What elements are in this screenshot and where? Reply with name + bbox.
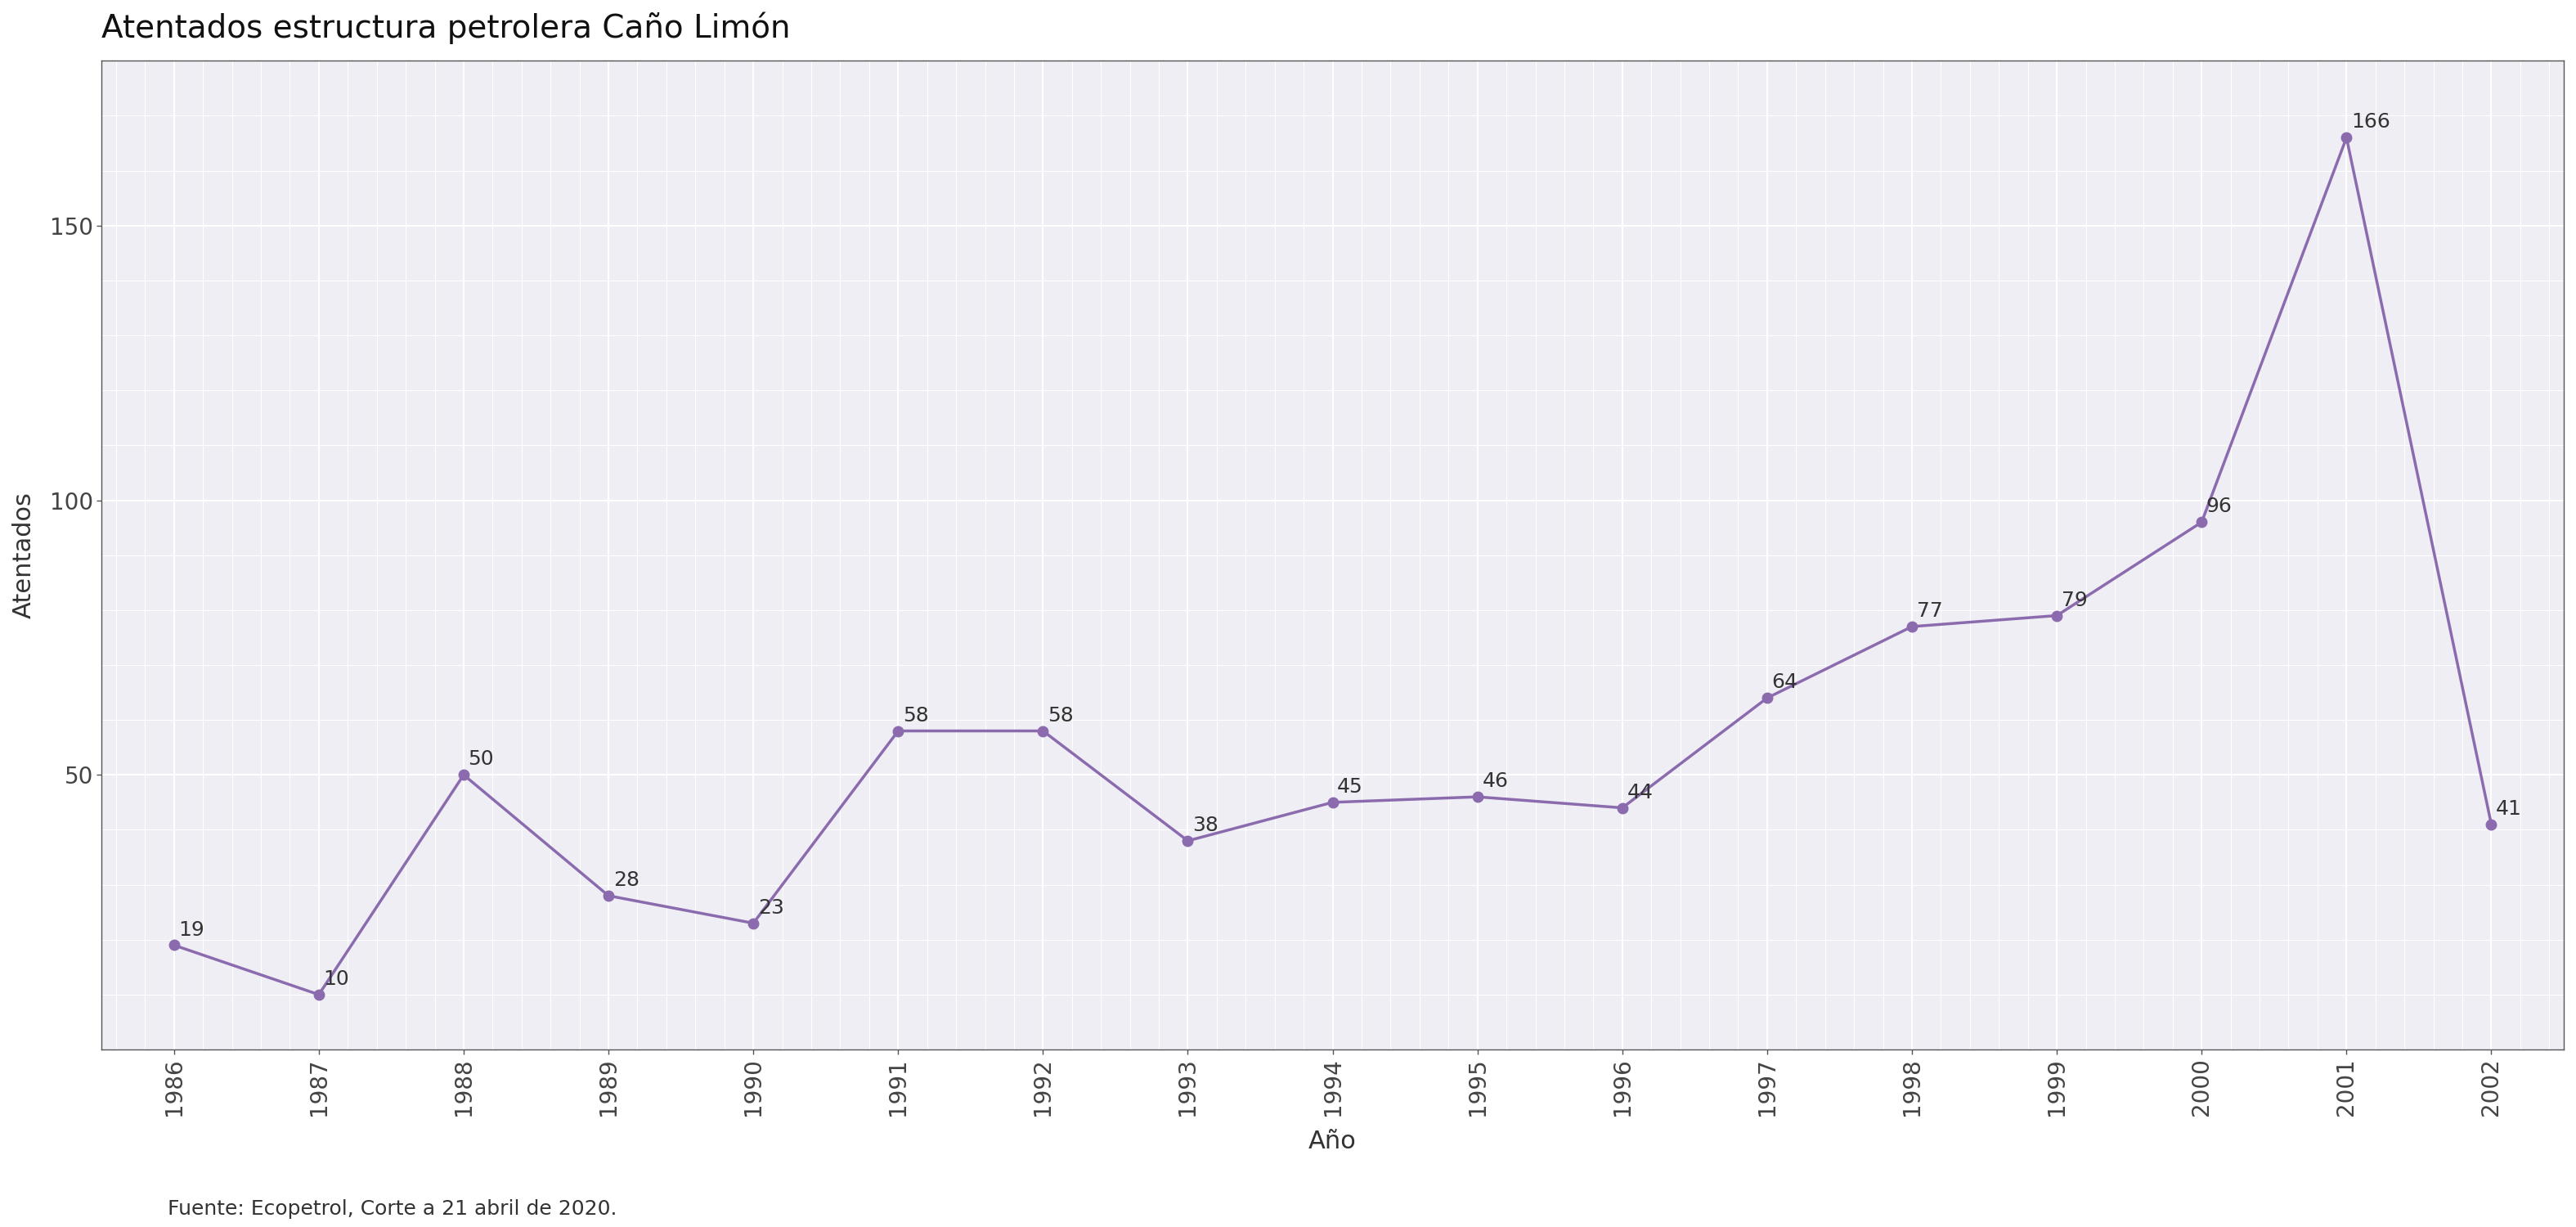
Text: 28: 28 xyxy=(613,870,639,890)
Text: 50: 50 xyxy=(469,750,495,769)
Text: 44: 44 xyxy=(1628,783,1654,802)
Text: 166: 166 xyxy=(2352,113,2391,133)
Text: 46: 46 xyxy=(1481,772,1507,791)
Text: 64: 64 xyxy=(1772,672,1798,692)
Text: 38: 38 xyxy=(1193,816,1218,836)
Y-axis label: Atentados: Atentados xyxy=(13,492,36,618)
Text: 58: 58 xyxy=(1048,706,1074,725)
Text: 19: 19 xyxy=(178,920,204,940)
Text: 96: 96 xyxy=(2205,497,2233,517)
Text: Fuente: Ecopetrol, Corte a 21 abril de 2020.: Fuente: Ecopetrol, Corte a 21 abril de 2… xyxy=(167,1199,616,1218)
Text: 77: 77 xyxy=(1917,601,1942,621)
Text: 58: 58 xyxy=(902,706,930,725)
Text: 41: 41 xyxy=(2496,799,2522,818)
X-axis label: Año: Año xyxy=(1309,1130,1358,1153)
Text: 23: 23 xyxy=(757,898,783,918)
Text: Atentados estructura petrolera Caño Limón: Atentados estructura petrolera Caño Limó… xyxy=(100,12,791,44)
Text: 10: 10 xyxy=(325,969,350,989)
Text: 45: 45 xyxy=(1337,777,1363,796)
Text: 79: 79 xyxy=(2061,590,2087,610)
